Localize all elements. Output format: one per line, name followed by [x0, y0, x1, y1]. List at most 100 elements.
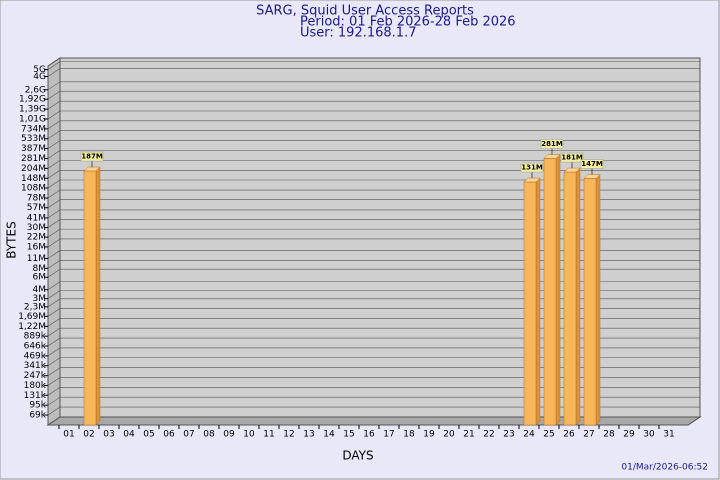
grid-line-side — [47, 406, 61, 416]
y-tick-label: 2,6G — [25, 85, 46, 95]
x-tick-label: 09 — [223, 430, 235, 440]
grid-line-side — [47, 140, 61, 149]
y-tick-label: 95k — [29, 401, 46, 411]
y-tick-label: 180k — [24, 381, 47, 391]
bar — [543, 158, 557, 426]
y-tick-label: 734M — [21, 124, 46, 134]
grid-line-side — [47, 160, 61, 169]
x-tick-label: 18 — [403, 430, 415, 440]
bar — [583, 178, 597, 426]
y-tick-label: 6M — [33, 273, 47, 283]
x-tick-label: 06 — [163, 430, 175, 440]
plot-side-wall — [47, 57, 61, 426]
y-tick-label: 8M — [33, 264, 47, 274]
value-label: 281M — [541, 140, 563, 148]
x-tick-label: 28 — [603, 430, 615, 440]
grid-line-side — [47, 179, 61, 189]
x-tick-label: 19 — [423, 430, 435, 440]
value-label: 187M — [81, 153, 103, 161]
y-tick-label: 30M — [27, 223, 46, 233]
grid-line-side — [47, 110, 61, 120]
x-tick-label: 02 — [83, 430, 94, 440]
x-tick-label: 08 — [203, 430, 215, 440]
value-label-box — [560, 152, 584, 163]
y-tick-label: 78M — [27, 194, 46, 204]
grid-line-side — [47, 357, 61, 366]
chart-title: SARG, Squid User Access Reports — [256, 4, 474, 19]
y-tick-label: 69k — [29, 411, 46, 421]
chart-subtitle: Period: 01 Feb 2026-28 Feb 2026 — [300, 15, 516, 30]
grid-line-side — [47, 238, 61, 248]
y-tick-label: 4M — [33, 285, 47, 295]
grid-line-side — [47, 281, 61, 290]
y-tick-label: 533M — [21, 134, 46, 144]
value-label: 131M — [521, 164, 543, 172]
grid-line-side — [47, 377, 61, 386]
y-tick-label: 4G — [33, 72, 46, 82]
x-tick-label: 01 — [63, 430, 74, 440]
grid-line-side — [47, 68, 61, 77]
grid-line-side — [47, 199, 61, 208]
grid-line-side — [47, 337, 61, 347]
x-tick-label: 13 — [303, 430, 314, 440]
bar-side — [575, 167, 581, 426]
plot-panel — [47, 57, 701, 426]
grid-line-side — [47, 150, 61, 159]
value-label-box — [520, 162, 544, 173]
y-tick-label: 16M — [27, 242, 46, 252]
grid-line-side — [47, 81, 61, 91]
grid-line-side — [47, 120, 61, 130]
grid-line-side — [47, 396, 61, 406]
y-tick-label: 57M — [27, 203, 46, 213]
grid-line-side — [47, 367, 61, 376]
y-tick-label: 387M — [21, 144, 46, 154]
y-tick-label: 131k — [24, 391, 47, 401]
y-tick-label: 1,92G — [19, 95, 46, 105]
value-label: 181M — [561, 154, 583, 162]
chart-user: User: 192.168.1.7 — [300, 26, 416, 41]
y-tick-label: 11M — [27, 254, 46, 264]
x-tick-label: 07 — [183, 430, 194, 440]
x-tick-label: 24 — [523, 430, 535, 440]
x-tick-label: 29 — [623, 430, 635, 440]
grid-line-side — [47, 268, 61, 278]
plot-floor — [46, 416, 702, 426]
bar-side — [595, 173, 601, 426]
grid-line-side — [47, 318, 61, 327]
y-tick-label: 41M — [27, 213, 46, 223]
grid-line-side — [47, 219, 61, 228]
grid-line-side — [47, 100, 61, 110]
grid-line-side — [47, 61, 61, 70]
x-tick-label: 17 — [383, 430, 394, 440]
y-tick-label: 1,69M — [18, 312, 46, 322]
bar-side — [535, 177, 541, 426]
y-tick-label: 646k — [24, 342, 47, 352]
x-tick-label: 23 — [503, 430, 514, 440]
grid-line-side — [47, 260, 61, 269]
bar — [523, 181, 537, 426]
x-tick-label: 20 — [443, 430, 455, 440]
y-tick-label: 281M — [21, 154, 46, 164]
x-tick-label: 11 — [263, 430, 274, 440]
x-tick-label: 04 — [123, 430, 135, 440]
x-tick-label: 03 — [103, 430, 114, 440]
x-tick-label: 05 — [143, 430, 154, 440]
y-tick-label: 247k — [24, 371, 47, 381]
y-tick-label: 3M — [33, 294, 47, 304]
x-tick-label: 21 — [463, 430, 474, 440]
value-label-box — [80, 151, 104, 162]
grid-line-side — [47, 308, 61, 317]
x-tick-label: 27 — [583, 430, 594, 440]
grid-line-side — [47, 347, 61, 357]
footer: 01/Mar/2026-06:52 — [621, 463, 708, 473]
y-tick-label: 889k — [24, 332, 47, 342]
bar — [83, 170, 97, 426]
y-tick-label: 2,3M — [24, 302, 46, 312]
y-tick-label: 469k — [24, 351, 47, 361]
grid-line-side — [47, 298, 61, 308]
x-tick-label: 31 — [663, 430, 674, 440]
grid-line-side — [47, 327, 61, 337]
grid-line-side — [47, 130, 61, 139]
x-tick-label: 16 — [363, 430, 375, 440]
y-tick-label: 1,22M — [18, 322, 46, 332]
